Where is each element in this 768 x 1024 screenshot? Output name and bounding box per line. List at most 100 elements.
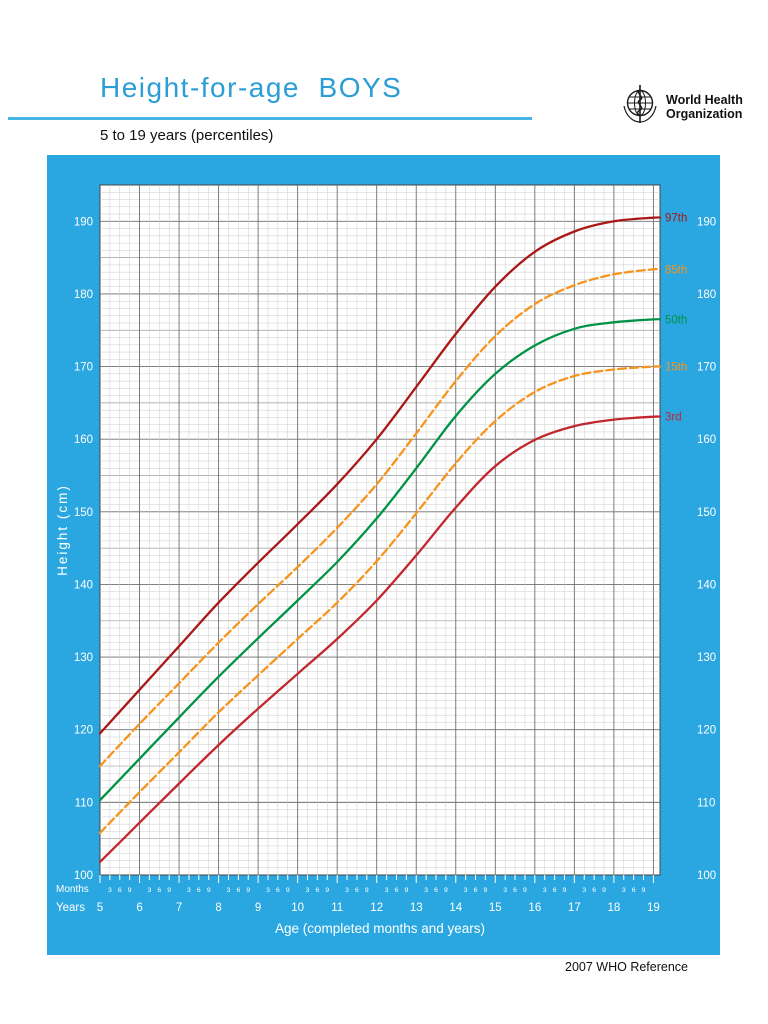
svg-text:150: 150 xyxy=(74,507,93,519)
who-logo-text-line1: World Health xyxy=(666,92,743,107)
svg-text:3: 3 xyxy=(582,887,586,894)
svg-text:6: 6 xyxy=(276,887,280,894)
svg-text:180: 180 xyxy=(697,289,716,301)
svg-text:9: 9 xyxy=(365,887,369,894)
svg-text:12: 12 xyxy=(370,902,383,914)
who-logo: World Health Organization xyxy=(620,84,743,129)
svg-text:9: 9 xyxy=(325,887,329,894)
svg-text:100: 100 xyxy=(74,870,93,882)
svg-text:9: 9 xyxy=(602,887,606,894)
svg-text:6: 6 xyxy=(316,887,320,894)
y-axis-labels: 100 100 110 110 120 120 130 130 140 140 150 150 160 1… xyxy=(74,216,716,882)
svg-text:6: 6 xyxy=(474,887,478,894)
curve-label-3rd: 3rd xyxy=(665,412,682,424)
who-logo-text-line2: Organization xyxy=(666,106,743,121)
svg-text:120: 120 xyxy=(697,725,716,737)
svg-text:170: 170 xyxy=(74,362,93,374)
svg-text:120: 120 xyxy=(74,725,93,737)
svg-text:6: 6 xyxy=(632,887,636,894)
curve-label-85th: 85th xyxy=(665,264,687,276)
svg-text:110: 110 xyxy=(697,797,715,809)
svg-text:11: 11 xyxy=(331,902,343,914)
curve-3rd xyxy=(98,415,662,864)
curve-label-97th: 97th xyxy=(665,213,687,225)
svg-text:3: 3 xyxy=(306,887,310,894)
svg-text:180: 180 xyxy=(74,289,93,301)
gridlines xyxy=(100,185,660,875)
curve-97th xyxy=(98,216,662,735)
x-axis-title: Age (completed months and years) xyxy=(275,921,485,936)
svg-text:6: 6 xyxy=(434,887,438,894)
svg-text:9: 9 xyxy=(128,887,132,894)
svg-text:3: 3 xyxy=(622,887,626,894)
title-underline xyxy=(8,117,532,120)
years-row: Years 5 6 7 8 9 10 11 12 13 14 15 16 17 18 19 xyxy=(56,902,660,914)
svg-text:160: 160 xyxy=(697,434,716,446)
svg-text:6: 6 xyxy=(355,887,359,894)
svg-text:6: 6 xyxy=(118,887,122,894)
svg-text:9: 9 xyxy=(642,887,646,894)
svg-text:10: 10 xyxy=(291,902,304,914)
svg-text:9: 9 xyxy=(404,887,408,894)
svg-text:5: 5 xyxy=(97,902,103,914)
svg-text:3: 3 xyxy=(464,887,468,894)
svg-text:3: 3 xyxy=(148,887,152,894)
svg-text:6: 6 xyxy=(513,887,517,894)
svg-text:19: 19 xyxy=(647,902,660,914)
svg-text:3: 3 xyxy=(424,887,428,894)
svg-text:3: 3 xyxy=(187,887,191,894)
svg-text:9: 9 xyxy=(246,887,250,894)
svg-text:9: 9 xyxy=(286,887,290,894)
svg-text:170: 170 xyxy=(697,362,716,374)
svg-text:3: 3 xyxy=(108,887,112,894)
svg-text:6: 6 xyxy=(197,887,201,894)
curve-50th xyxy=(98,318,662,802)
svg-text:3: 3 xyxy=(227,887,231,894)
months-row: Months 3 6 9 3 6 9 3 6 9 3 6 9 3 6 9 3 6 9 3 6 9 3 6 9 3 6 9 3 6 9 3 6 9 3… xyxy=(56,884,646,895)
svg-text:9: 9 xyxy=(563,887,567,894)
growth-chart: 97th 85th 50th 15th 3rd 100 100 110 110 120 120 130… xyxy=(47,155,720,960)
svg-text:3: 3 xyxy=(266,887,270,894)
svg-text:3: 3 xyxy=(385,887,389,894)
x-axis-ticks xyxy=(99,875,654,883)
svg-text:3: 3 xyxy=(543,887,547,894)
svg-text:17: 17 xyxy=(568,902,581,914)
svg-text:18: 18 xyxy=(607,902,620,914)
page-title: Height-for-age BOYS xyxy=(100,72,403,103)
svg-text:190: 190 xyxy=(74,216,93,228)
svg-text:140: 140 xyxy=(697,579,716,591)
svg-text:6: 6 xyxy=(157,887,161,894)
curve-15th xyxy=(98,365,662,835)
svg-text:9: 9 xyxy=(484,887,488,894)
svg-text:Years: Years xyxy=(56,902,85,914)
svg-text:9: 9 xyxy=(207,887,211,894)
svg-text:9: 9 xyxy=(444,887,448,894)
page-subtitle: 5 to 19 years (percentiles) xyxy=(100,127,274,144)
svg-text:14: 14 xyxy=(449,902,462,914)
svg-text:6: 6 xyxy=(236,887,240,894)
curve-85th xyxy=(98,267,662,768)
who-emblem-icon xyxy=(620,84,660,129)
svg-text:140: 140 xyxy=(74,579,93,591)
reference-note: 2007 WHO Reference xyxy=(565,960,688,974)
svg-text:6: 6 xyxy=(395,887,399,894)
plot-area xyxy=(99,184,661,876)
svg-text:3: 3 xyxy=(345,887,349,894)
svg-text:15: 15 xyxy=(489,902,502,914)
curve-label-50th: 50th xyxy=(665,314,687,326)
svg-text:130: 130 xyxy=(697,652,716,664)
svg-text:150: 150 xyxy=(697,507,716,519)
svg-text:9: 9 xyxy=(167,887,171,894)
svg-text:190: 190 xyxy=(697,216,716,228)
svg-text:160: 160 xyxy=(74,434,93,446)
svg-text:Months: Months xyxy=(56,884,89,895)
svg-text:8: 8 xyxy=(215,902,221,914)
svg-text:7: 7 xyxy=(176,902,182,914)
footer: 2007 WHO Reference xyxy=(565,960,688,974)
svg-text:9: 9 xyxy=(523,887,527,894)
svg-text:110: 110 xyxy=(75,797,93,809)
svg-text:6: 6 xyxy=(553,887,557,894)
percentile-curves xyxy=(98,216,662,864)
svg-text:16: 16 xyxy=(528,902,541,914)
y-axis-title: Height (cm) xyxy=(55,484,70,576)
